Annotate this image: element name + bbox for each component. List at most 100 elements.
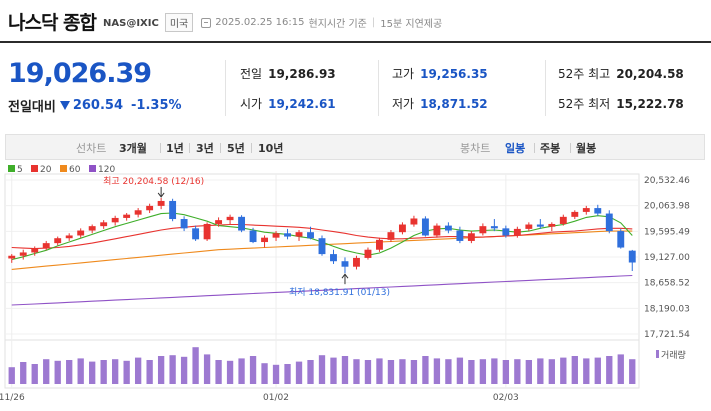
time-meta: 2025.02.25 16:15 현지시간 기준 | 15분 지연제공	[201, 15, 442, 30]
legend-swatch	[31, 165, 38, 172]
volume-bar	[146, 360, 153, 384]
stat-label: 52주 최저	[558, 97, 611, 111]
high-arrow-head	[157, 192, 165, 198]
candle-body	[31, 248, 39, 253]
stat-label: 52주 최고	[558, 67, 611, 81]
tab-candle-chart[interactable]: 봉차트	[460, 142, 491, 155]
tab-separator	[160, 143, 161, 153]
volume-bar	[468, 360, 475, 384]
candle-body	[628, 250, 636, 263]
tab-daily[interactable]: 일봉	[505, 142, 526, 155]
volume-bar	[54, 360, 61, 384]
candle-body	[169, 200, 177, 220]
volume-bar	[433, 358, 441, 384]
candle-body	[364, 249, 372, 258]
candle-body	[111, 217, 119, 223]
tab-10-years[interactable]: 10년	[258, 142, 284, 155]
stat-label: 시가	[240, 97, 263, 111]
stat-value: 19,286.93	[268, 66, 336, 81]
volume-bar	[410, 360, 418, 384]
candle-body	[456, 230, 464, 241]
tab-3-months[interactable]: 3개월	[119, 142, 147, 155]
candle-body	[387, 232, 395, 240]
volume-bar	[307, 360, 314, 384]
high-annotation-label: 최고 20,204.58 (12/16)	[103, 176, 204, 187]
candle-body	[433, 225, 441, 236]
candle-body	[238, 216, 246, 231]
time-basis: 현지시간 기준	[308, 19, 367, 30]
y-tick-label: 18,190.03	[644, 304, 690, 314]
volume-bar	[43, 359, 50, 384]
volume-bar	[445, 359, 452, 384]
candle-body	[8, 255, 16, 259]
y-tick-label: 19,127.00	[644, 253, 690, 263]
stat-prev-close: 전일 19,286.93	[240, 65, 336, 82]
candle-body	[525, 224, 533, 229]
tab-monthly[interactable]: 월봉	[576, 142, 597, 155]
volume-bar	[583, 358, 590, 384]
candle-body	[19, 252, 27, 256]
volume-bar	[8, 367, 15, 384]
volume-bar	[456, 357, 464, 384]
candle-body	[559, 216, 567, 224]
volume-bar	[479, 359, 487, 384]
volume-bar	[376, 358, 383, 384]
stat-value: 15,222.78	[616, 96, 684, 111]
stat-high: 고가 19,256.35	[392, 65, 488, 82]
stat-label: 고가	[392, 67, 415, 81]
meta-separator: |	[371, 17, 376, 28]
candle-body	[330, 254, 337, 262]
volume-bar	[284, 364, 291, 384]
volume-bar	[491, 358, 498, 384]
tab-5-years[interactable]: 5년	[227, 142, 245, 155]
volume-bar	[238, 358, 245, 384]
candle-body	[490, 226, 498, 229]
stat-value: 19,256.35	[420, 66, 488, 81]
candle-body	[146, 205, 154, 211]
candle-body	[261, 237, 268, 243]
stat-divider	[225, 60, 226, 116]
candle-body	[479, 226, 487, 234]
down-arrow-icon	[59, 101, 70, 110]
tab-line-chart[interactable]: 선차트	[76, 142, 107, 155]
tab-weekly[interactable]: 주봉	[540, 142, 561, 155]
volume-bar	[571, 356, 578, 384]
candle-body	[249, 230, 257, 243]
candle-body	[467, 233, 475, 241]
candle-body	[582, 208, 590, 212]
volume-bar	[295, 361, 303, 384]
volume-bar	[134, 357, 142, 384]
candle-body	[226, 216, 234, 221]
tab-1-year[interactable]: 1년	[166, 142, 184, 155]
volume-bar	[203, 354, 211, 384]
volume-bar	[180, 356, 188, 384]
calendar-icon	[201, 17, 212, 28]
volume-bar	[226, 360, 234, 384]
volume-bar	[330, 357, 337, 384]
volume-bar	[594, 357, 601, 384]
candlestick-chart[interactable]: 20,532.46 20,063.98 19,595.49 19,127.00 18,6…	[0, 162, 711, 411]
candle-body	[215, 220, 223, 224]
candle-body	[42, 243, 50, 249]
volume-bar	[617, 354, 624, 384]
candle-body	[77, 230, 85, 236]
volume-bar	[399, 359, 406, 384]
legend-label: 120	[98, 165, 115, 175]
volume-bar	[422, 356, 429, 384]
stat-divider	[545, 60, 546, 116]
stat-label: 전일	[240, 67, 263, 81]
candle-body	[88, 226, 96, 231]
stat-value: 20,204.58	[616, 66, 684, 81]
ma20-line	[11, 223, 633, 250]
volume-bar	[502, 360, 510, 384]
x-tick-label: 11/26	[0, 393, 25, 403]
candle-body	[123, 214, 131, 218]
tab-3-years[interactable]: 3년	[196, 142, 214, 155]
change-percent: -1.35%	[131, 98, 182, 113]
stat-value: 18,871.52	[420, 96, 488, 111]
volume-bar	[629, 359, 636, 384]
market-badge: 미국	[164, 13, 194, 32]
candle-body	[398, 224, 406, 233]
candle-body	[594, 208, 602, 214]
volume-bar	[100, 360, 107, 384]
